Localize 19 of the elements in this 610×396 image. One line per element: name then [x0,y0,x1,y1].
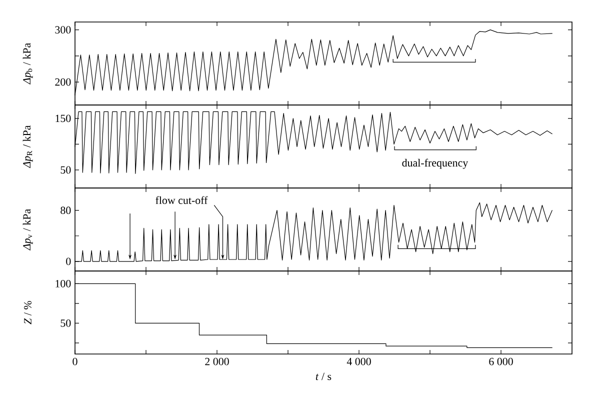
x-tick-label: 0 [72,358,78,366]
y-tick-label: 80 [60,206,71,214]
y-tick-label: 100 [56,280,71,288]
y-tick-label: 300 [55,26,71,34]
x-axis-title: t / s [316,372,332,380]
y-axis-title: Δp$_{b}$ / kPa [22,43,33,84]
y-tick-label: 50 [60,319,71,327]
x-tick-label: 4 000 [346,358,371,366]
y-tick-label: 50 [60,166,71,174]
y-tick-label: 200 [55,78,71,86]
x-tick-label: 2 000 [205,358,229,366]
y-axis-title: Z / % [24,300,32,324]
x-tick-label: 6 000 [489,358,513,366]
y-tick-label: 150 [56,114,71,122]
annotation: flow cut-off [156,196,208,204]
y-axis-title: Δp$_{R}$ / kPa [22,125,33,168]
annotation: dual-frequency [402,158,468,169]
y-tick-label: 0 [66,258,71,266]
y-axis-title: Δp$_{v}$ / kPa [22,209,33,250]
